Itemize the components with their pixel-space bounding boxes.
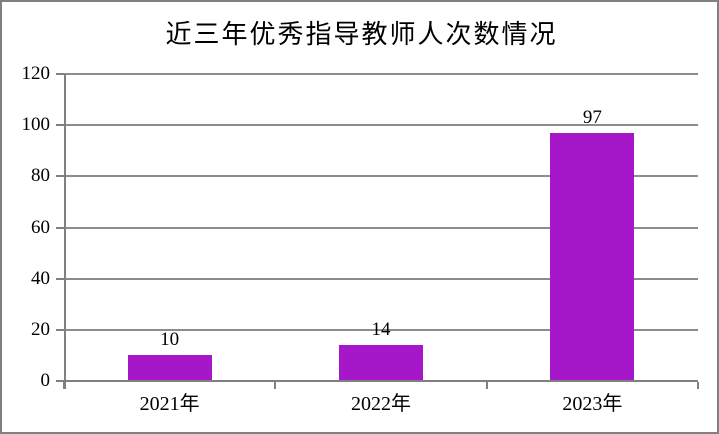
x-tick-label: 2023年 — [562, 393, 623, 415]
bar-value-label: 10 — [160, 329, 180, 351]
y-tick-label: 0 — [40, 370, 51, 391]
y-tick-label: 120 — [21, 63, 51, 84]
gridline — [64, 277, 698, 280]
chart-title: 近三年优秀指导教师人次数情况 — [165, 20, 558, 49]
x-axis-tick — [274, 382, 277, 389]
y-axis-tick — [56, 124, 64, 127]
y-tick-label: 20 — [31, 318, 50, 340]
x-axis-tick — [63, 382, 65, 389]
y-axis-tick — [56, 380, 64, 382]
y-tick-label: 60 — [31, 216, 50, 238]
x-axis-tick — [697, 382, 699, 389]
x-tick-label: 2022年 — [351, 393, 411, 415]
y-axis-tick — [56, 277, 64, 280]
gridline — [64, 328, 698, 331]
gridline — [64, 73, 698, 75]
y-tick-label: 40 — [31, 267, 50, 289]
bar-value-label: 14 — [371, 319, 391, 341]
bar — [127, 355, 212, 380]
x-tick-label: 2021年 — [139, 393, 200, 415]
gridline — [64, 226, 698, 229]
y-axis-tick — [56, 73, 64, 75]
y-tick-label: 80 — [31, 165, 50, 187]
y-axis-tick — [56, 175, 64, 178]
bar — [339, 345, 423, 380]
y-axis-tick — [56, 328, 64, 331]
x-axis-tick — [485, 382, 488, 389]
bar-value-label: 97 — [582, 106, 602, 128]
bar — [550, 132, 635, 380]
gridline — [64, 175, 698, 178]
y-axis-tick — [56, 226, 64, 229]
x-axis-line — [64, 380, 698, 382]
gridline — [64, 124, 698, 127]
y-tick-label: 100 — [21, 114, 51, 136]
y-axis-line — [64, 74, 66, 389]
